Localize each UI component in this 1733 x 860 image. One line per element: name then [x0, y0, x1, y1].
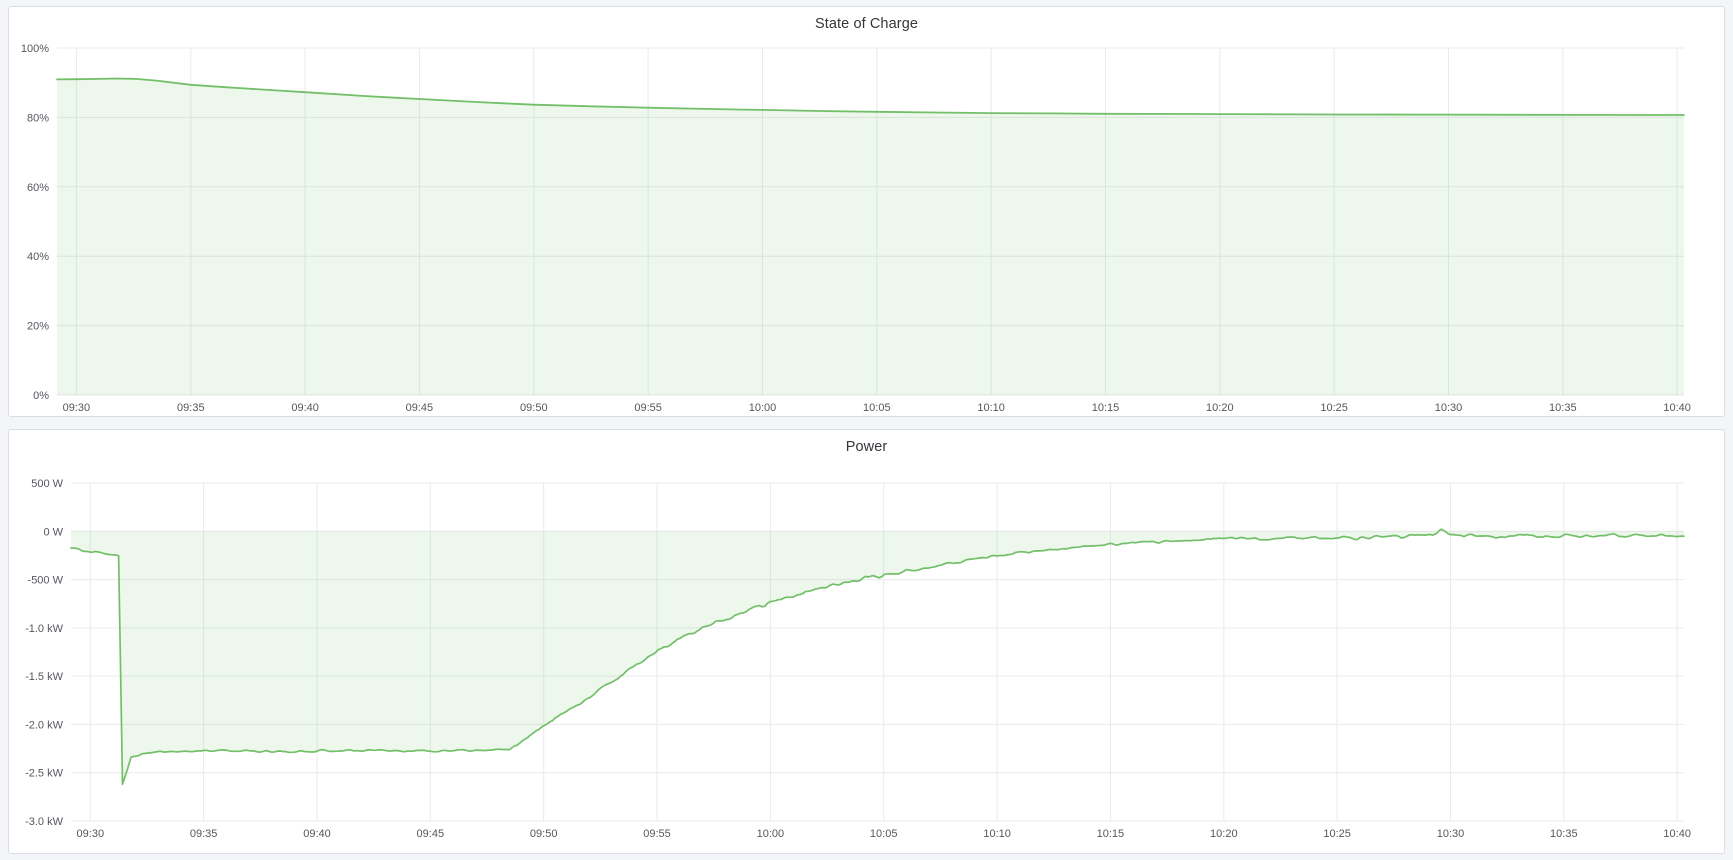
power-chart-svg: 500 W 0 W -500 W -1.0 kW -1.5 kW -2.0 kW -2.5 … — [25, 478, 1691, 840]
svg-text:09:30: 09:30 — [77, 828, 105, 840]
svg-text:-500 W: -500 W — [28, 575, 64, 587]
svg-text:09:30: 09:30 — [63, 402, 91, 414]
svg-text:09:45: 09:45 — [406, 402, 434, 414]
svg-text:10:00: 10:00 — [749, 402, 777, 414]
svg-text:09:55: 09:55 — [634, 402, 662, 414]
svg-text:09:50: 09:50 — [520, 402, 548, 414]
svg-text:09:45: 09:45 — [417, 828, 445, 840]
svg-text:10:15: 10:15 — [1097, 828, 1125, 840]
svg-text:10:25: 10:25 — [1323, 828, 1351, 840]
svg-text:10:30: 10:30 — [1437, 828, 1465, 840]
svg-text:10:20: 10:20 — [1210, 828, 1238, 840]
svg-text:-1.5 kW: -1.5 kW — [25, 671, 64, 683]
state-of-charge-panel: State of Charge 100% 80% 60% 40% 20% 0% 09:30 0… — [8, 6, 1725, 417]
svg-text:10:25: 10:25 — [1320, 402, 1348, 414]
svg-text:500 W: 500 W — [31, 478, 63, 490]
svg-text:100%: 100% — [21, 43, 49, 55]
svg-text:10:35: 10:35 — [1550, 828, 1578, 840]
svg-text:-1.0 kW: -1.0 kW — [25, 623, 64, 635]
svg-text:09:35: 09:35 — [190, 828, 218, 840]
svg-text:-3.0 kW: -3.0 kW — [25, 816, 64, 828]
svg-text:10:10: 10:10 — [983, 828, 1011, 840]
svg-text:10:05: 10:05 — [863, 402, 891, 414]
svg-text:09:40: 09:40 — [291, 402, 319, 414]
power-panel-title: Power — [845, 439, 888, 455]
state-of-charge-panel-title: State of Charge — [814, 16, 919, 32]
svg-text:10:30: 10:30 — [1435, 402, 1463, 414]
svg-text:40%: 40% — [27, 251, 49, 263]
svg-text:10:00: 10:00 — [757, 828, 785, 840]
svg-text:10:15: 10:15 — [1092, 402, 1120, 414]
svg-text:10:10: 10:10 — [977, 402, 1005, 414]
power-panel: Power 500 W 0 W -500 W -1.0 kW -1.5 kW -2.0 k… — [8, 429, 1725, 854]
svg-text:20%: 20% — [27, 321, 49, 333]
svg-text:10:40: 10:40 — [1663, 402, 1691, 414]
svg-text:10:40: 10:40 — [1663, 828, 1691, 840]
svg-text:-2.5 kW: -2.5 kW — [25, 768, 64, 780]
state-of-charge-chart-svg: 100% 80% 60% 40% 20% 0% 09:30 09:35 09:40 09:45 09… — [21, 43, 1691, 414]
svg-text:0%: 0% — [33, 390, 49, 402]
svg-text:-2.0 kW: -2.0 kW — [25, 719, 64, 731]
svg-text:60%: 60% — [27, 182, 49, 194]
svg-text:0 W: 0 W — [43, 526, 63, 538]
svg-text:80%: 80% — [27, 112, 49, 124]
svg-text:10:05: 10:05 — [870, 828, 898, 840]
svg-text:10:35: 10:35 — [1549, 402, 1577, 414]
power-chart-canvas[interactable]: 500 W 0 W -500 W -1.0 kW -1.5 kW -2.0 kW -2.5 … — [9, 464, 1724, 853]
svg-text:09:35: 09:35 — [177, 402, 205, 414]
state-of-charge-chart-canvas[interactable]: 100% 80% 60% 40% 20% 0% 09:30 09:35 09:40 09:45 09… — [9, 41, 1724, 416]
svg-text:09:50: 09:50 — [530, 828, 558, 840]
svg-text:09:40: 09:40 — [303, 828, 331, 840]
svg-text:09:55: 09:55 — [643, 828, 671, 840]
svg-text:10:20: 10:20 — [1206, 402, 1234, 414]
